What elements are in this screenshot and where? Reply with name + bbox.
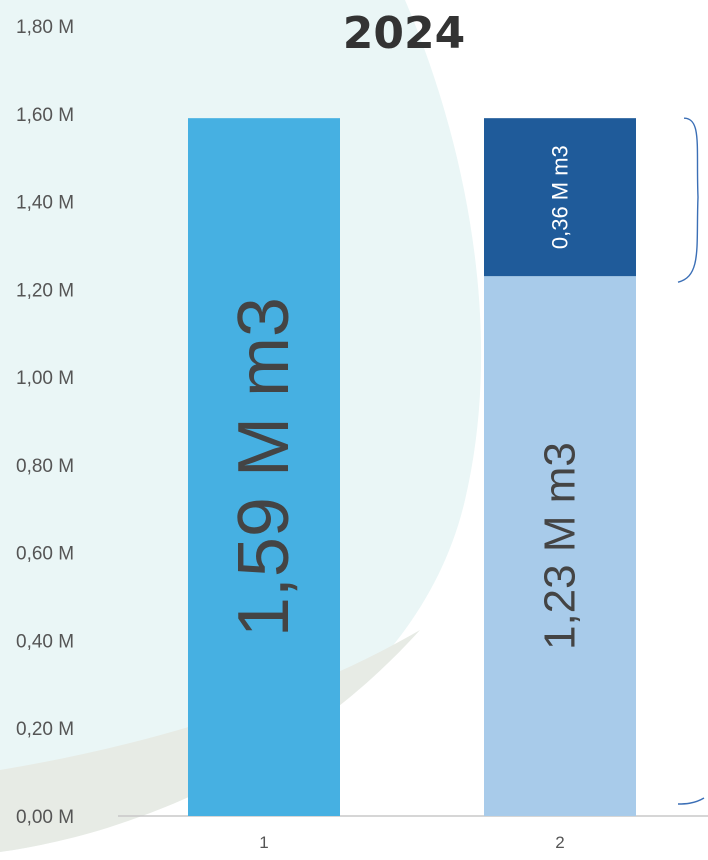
bar-labels: 1,59 M m3 1,23 M m3 0,36 M m3 [224,145,585,650]
x-tick-label: 2 [555,833,564,852]
y-tick-label: 0,40 M [16,631,74,652]
bar-segment [484,118,636,277]
brace-upper [677,117,699,283]
y-tick-label: 1,80 M [16,17,74,38]
y-tick-label: 1,20 M [16,280,74,301]
bars [188,118,636,817]
y-tick-label: 0,00 M [16,807,74,828]
y-tick-label: 1,60 M [16,105,74,126]
brace-annotations [677,117,705,805]
y-tick-label: 0,80 M [16,456,74,477]
chart-title: 2024 [342,8,466,59]
bar-value-label: 1,23 M m3 [536,442,585,650]
bar-segment [188,118,340,816]
bar-value-label: 1,59 M m3 [224,297,304,637]
y-tick-label: 1,00 M [16,368,74,389]
bar-value-label: 0,36 M m3 [548,145,573,249]
bar-segment [484,276,636,817]
y-tick-label: 1,40 M [16,193,74,214]
axes: 0,00 M 0,20 M 0,40 M 0,60 M 0,80 M 1,00 M 1,20… [16,17,708,852]
y-tick-label: 0,60 M [16,544,74,565]
brace-lower [677,797,705,805]
x-tick-label: 1 [259,833,268,852]
y-tick-label: 0,20 M [16,719,74,740]
